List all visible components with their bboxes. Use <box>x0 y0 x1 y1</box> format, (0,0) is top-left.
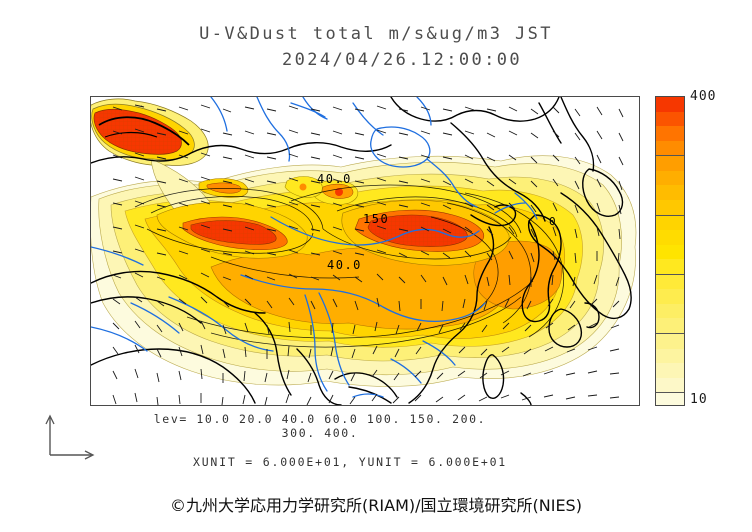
colorbar-segment <box>656 170 684 186</box>
colorbar-segment <box>656 111 684 127</box>
dust-map-plot: 40.0 150 40.0 0 <box>90 96 640 406</box>
title-line-2: 2024/04/26.12:00:00 <box>281 50 523 70</box>
colorbar-segment <box>656 244 684 260</box>
title-line-1: U-V&Dust total m/s&ug/m3 JST <box>199 24 553 44</box>
axis-units-line: XUNIT = 6.000E+01, YUNIT = 6.000E+01 <box>192 455 508 469</box>
colorbar-segment <box>656 318 684 333</box>
contour-levels-line-1: lev= 10.0 20.0 40.0 60.0 100. 150. 200. <box>153 412 487 426</box>
contour-label: 150 <box>363 212 389 226</box>
chart-title: U-V&Dust total m/s&ug/m3 JST 2024/04/26.… <box>0 24 752 70</box>
colorbar <box>655 96 685 406</box>
colorbar-segment <box>656 155 684 171</box>
colorbar-segment <box>656 185 684 200</box>
copyright-credit: ©九州大学応用力学研究所(RIAM)/国立環境研究所(NIES) <box>170 496 582 515</box>
contour-label: 40.0 <box>317 172 352 186</box>
colorbar-segment <box>656 199 684 215</box>
colorbar-segment <box>656 377 684 393</box>
contour-label: 0 <box>549 215 557 228</box>
colorbar-segment <box>656 230 684 245</box>
colorbar-segment <box>656 273 684 290</box>
colorbar-segment <box>656 259 684 274</box>
contour-label: 40.0 <box>327 258 362 272</box>
contour-levels-line-2: 300. 400. <box>281 426 359 440</box>
colorbar-segment <box>656 97 684 112</box>
colorbar-max-label: 400 <box>690 89 717 104</box>
colorbar-segment <box>656 126 684 141</box>
colorbar-segment <box>656 214 684 231</box>
colorbar-segment <box>656 303 684 319</box>
colorbar-segment <box>656 333 684 349</box>
colorbar-segment <box>656 363 684 378</box>
colorbar-segment <box>656 348 684 364</box>
wind-vector-scale-legend <box>45 414 95 460</box>
colorbar-min-label: 10 <box>690 392 708 407</box>
colorbar-segment <box>656 392 684 405</box>
map-canvas: 40.0 150 40.0 0 <box>91 97 637 405</box>
wind-vector-field <box>112 104 624 405</box>
colorbar-segment <box>656 140 684 156</box>
colorbar-segment <box>656 289 684 304</box>
